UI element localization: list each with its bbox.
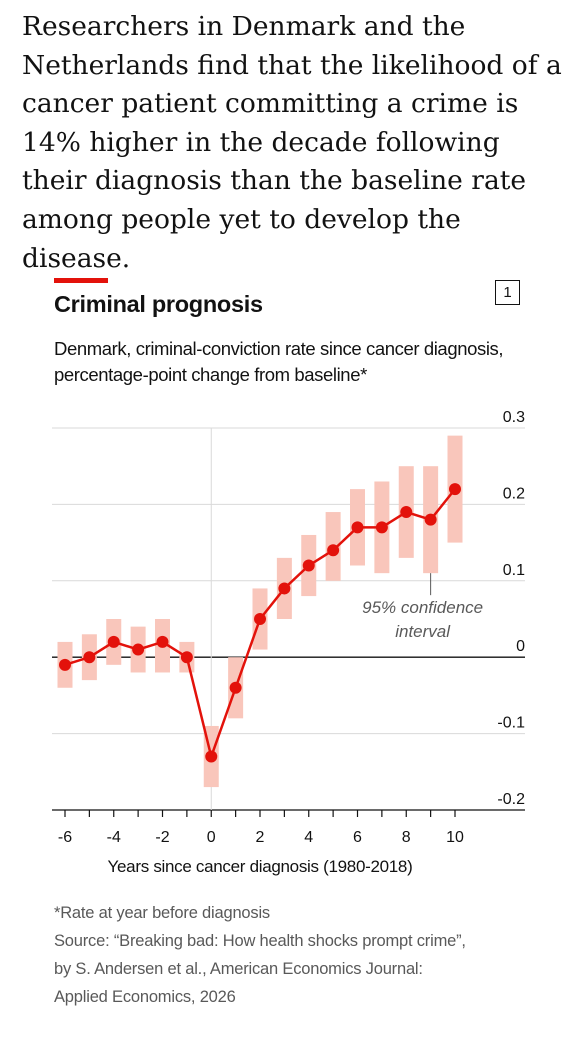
footnote: *Rate at year before diagnosis Source: “… xyxy=(54,899,564,1011)
x-tick-label: -6 xyxy=(58,829,72,846)
x-tick-label: 10 xyxy=(446,829,464,846)
chart-number-badge: 1 xyxy=(495,280,520,305)
y-tick-label: -0.2 xyxy=(497,791,525,808)
data-point xyxy=(400,506,413,519)
data-point xyxy=(278,582,291,595)
data-point xyxy=(302,559,315,572)
annotation-text: 95% confidence xyxy=(362,598,483,617)
data-point xyxy=(83,651,96,664)
y-tick-label: -0.1 xyxy=(497,715,525,732)
x-tick-label: -2 xyxy=(155,829,169,846)
y-tick-label: 0.2 xyxy=(503,485,525,502)
x-axis-label: Years since cancer diagnosis (1980-2018) xyxy=(108,857,413,876)
line-chart: 0.3 0.2 0.1 0 -0.1 -0.2 -6 -4 -2 0 2 4 6 8 10 Years sin… xyxy=(52,409,525,876)
data-point xyxy=(424,513,437,526)
data-point xyxy=(59,658,71,671)
data-point xyxy=(205,750,218,763)
footnote-note: *Rate at year before diagnosis xyxy=(54,904,270,922)
data-point xyxy=(180,651,193,664)
data-point xyxy=(107,635,120,648)
x-tick-label: -4 xyxy=(107,829,121,846)
y-tick-label: 0 xyxy=(516,638,525,655)
x-tick-label: 0 xyxy=(207,829,216,846)
y-tick-label: 0.1 xyxy=(503,562,525,579)
x-tick-label: 6 xyxy=(353,829,362,846)
annotation-text: interval xyxy=(395,622,451,641)
data-point xyxy=(254,613,266,625)
data-point xyxy=(229,681,242,694)
data-point xyxy=(327,544,340,557)
chart-subtitle: Denmark, criminal-conviction rate since … xyxy=(54,338,504,385)
source-line-2: by S. Andersen et al., American Economic… xyxy=(54,960,423,978)
data-point xyxy=(156,635,169,648)
data-point xyxy=(351,521,364,534)
chart-title: Criminal prognosis xyxy=(54,291,263,317)
source-line-1: Source: “Breaking bad: How health shocks… xyxy=(54,932,466,950)
x-tick-label: 2 xyxy=(256,829,265,846)
y-tick-label: 0.3 xyxy=(503,409,525,426)
data-point xyxy=(449,483,461,496)
accent-bar xyxy=(54,278,108,283)
source-line-3: Applied Economics, 2026 xyxy=(54,988,236,1006)
data-point xyxy=(375,521,388,534)
intro-paragraph: Researchers in Denmark and the Netherlan… xyxy=(22,11,562,274)
data-point xyxy=(132,643,145,656)
x-tick-label: 4 xyxy=(304,829,313,846)
x-tick-label: 8 xyxy=(402,829,411,846)
